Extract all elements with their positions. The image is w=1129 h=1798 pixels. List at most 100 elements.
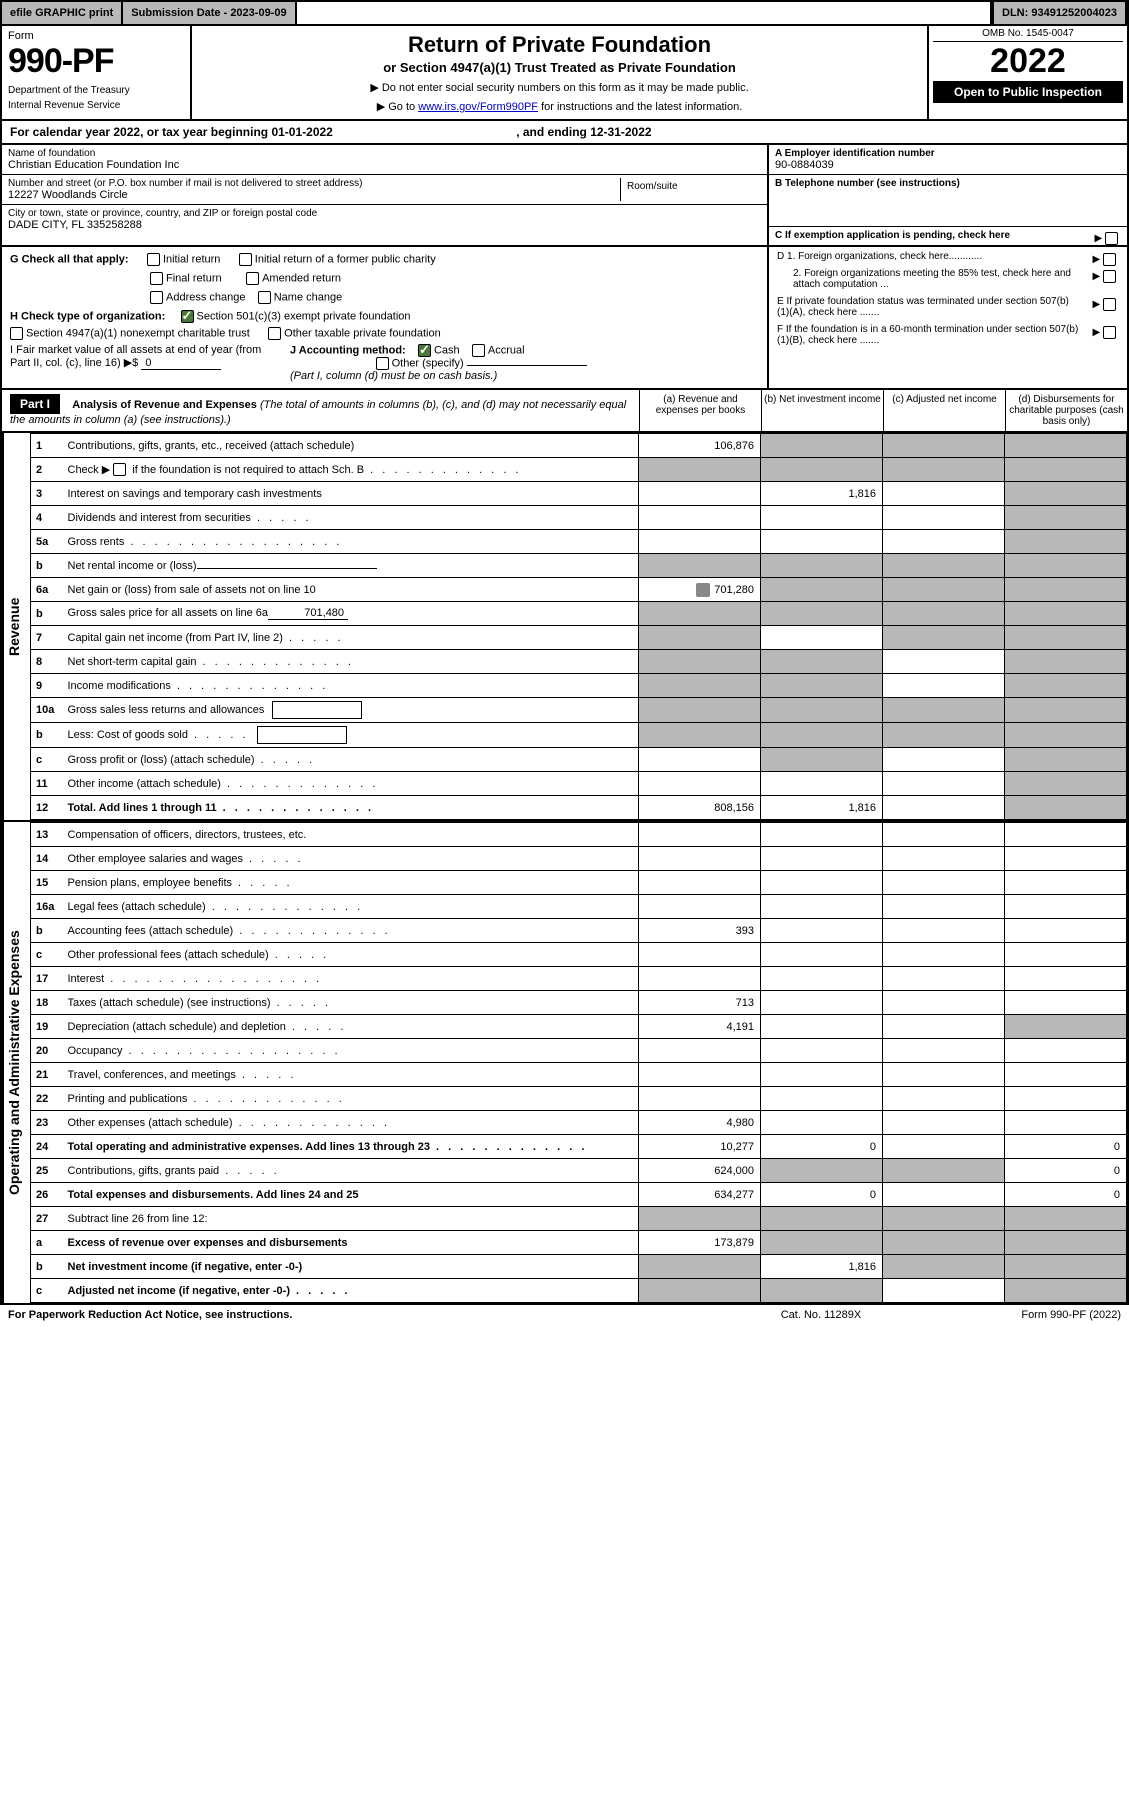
l9-desc: Income modifications	[63, 674, 639, 698]
l16c-a	[639, 943, 761, 967]
l5a-desc: Gross rents	[63, 530, 639, 554]
check-section: G Check all that apply: Initial return I…	[0, 247, 1129, 390]
l8-text: Net short-term capital gain	[68, 656, 197, 668]
note2-post: for instructions and the latest informat…	[538, 101, 742, 113]
h-4947-checkbox[interactable]	[10, 327, 23, 340]
l5a-num: 5a	[31, 530, 63, 554]
l27-d	[1005, 1207, 1127, 1231]
line-11: 11 Other income (attach schedule)	[31, 772, 1127, 796]
l18-c	[883, 991, 1005, 1015]
l15-a	[639, 871, 761, 895]
l15-d	[1005, 871, 1127, 895]
l16a-b	[761, 895, 883, 919]
g-name: Name change	[274, 291, 343, 303]
l10b-box	[257, 726, 347, 744]
j-cash: Cash	[434, 344, 460, 356]
city-label: City or town, state or province, country…	[8, 208, 761, 219]
e-row: E If private foundation status was termi…	[777, 296, 1119, 318]
form-header: Form 990-PF Department of the Treasury I…	[0, 26, 1129, 121]
l10b-d	[1005, 723, 1127, 748]
l16c-text: Other professional fees (attach schedule…	[68, 949, 269, 961]
form-label: Form	[8, 30, 184, 42]
l27c-num: c	[31, 1279, 63, 1303]
l6a-c	[883, 578, 1005, 602]
e-checkbox[interactable]	[1103, 298, 1116, 311]
l23-c	[883, 1111, 1005, 1135]
l4-num: 4	[31, 506, 63, 530]
l19-desc: Depreciation (attach schedule) and deple…	[63, 1015, 639, 1039]
exemption-checkbox[interactable]	[1105, 232, 1118, 245]
l27c-a	[639, 1279, 761, 1303]
street-cell: Number and street (or P.O. box number if…	[8, 178, 621, 201]
l27b-b: 1,816	[761, 1255, 883, 1279]
f-checkbox[interactable]	[1103, 326, 1116, 339]
l7-a	[639, 626, 761, 650]
g-initial-checkbox[interactable]	[147, 253, 160, 266]
l16a-desc: Legal fees (attach schedule)	[63, 895, 639, 919]
d1-label: D 1. Foreign organizations, check here..…	[777, 251, 982, 262]
revenue-section: Revenue 1 Contributions, gifts, grants, …	[0, 433, 1129, 822]
g-amended-checkbox[interactable]	[246, 272, 259, 285]
l5a-d	[1005, 530, 1127, 554]
cal-begin: 01-01-2022	[271, 125, 332, 139]
footer-mid: Cat. No. 11289X	[721, 1309, 921, 1321]
l3-desc: Interest on savings and temporary cash i…	[63, 482, 639, 506]
g-final-checkbox[interactable]	[150, 272, 163, 285]
l6b-val: 701,480	[268, 607, 348, 620]
l13-num: 13	[31, 823, 63, 847]
l9-c	[883, 674, 1005, 698]
irs-link[interactable]: www.irs.gov/Form990PF	[418, 101, 538, 113]
l1-b	[761, 434, 883, 458]
l24-c	[883, 1135, 1005, 1159]
l20-d	[1005, 1039, 1127, 1063]
g-initial-public-checkbox[interactable]	[239, 253, 252, 266]
l22-num: 22	[31, 1087, 63, 1111]
l10a-desc: Gross sales less returns and allowances	[63, 698, 639, 723]
j-cash-checkbox[interactable]	[418, 344, 431, 357]
g-row: G Check all that apply: Initial return I…	[10, 253, 759, 266]
entity-left: Name of foundation Christian Education F…	[2, 145, 767, 245]
l1-a: 106,876	[639, 434, 761, 458]
attachment-icon[interactable]	[696, 583, 710, 597]
l14-num: 14	[31, 847, 63, 871]
l27b-a	[639, 1255, 761, 1279]
j-other: Other (specify)	[392, 357, 464, 369]
omb-number: OMB No. 1545-0047	[933, 28, 1123, 42]
foundation-name-cell: Name of foundation Christian Education F…	[2, 145, 767, 175]
l2-desc: Check ▶ if the foundation is not require…	[63, 458, 639, 482]
l2-post: if the foundation is not required to att…	[129, 464, 364, 476]
l4-text: Dividends and interest from securities	[68, 512, 251, 524]
foundation-name: Christian Education Foundation Inc	[8, 159, 761, 171]
l3-c	[883, 482, 1005, 506]
l2-b	[761, 458, 883, 482]
line-19: 19 Depreciation (attach schedule) and de…	[31, 1015, 1127, 1039]
l5a-b	[761, 530, 883, 554]
l2-checkbox[interactable]	[113, 463, 126, 476]
l26-desc: Total expenses and disbursements. Add li…	[63, 1183, 639, 1207]
g-address-checkbox[interactable]	[150, 291, 163, 304]
d1-checkbox[interactable]	[1103, 253, 1116, 266]
d2-checkbox[interactable]	[1103, 270, 1116, 283]
l5b-desc: Net rental income or (loss)	[63, 554, 639, 578]
l22-d	[1005, 1087, 1127, 1111]
line-27c: c Adjusted net income (if negative, ente…	[31, 1279, 1127, 1303]
l19-c	[883, 1015, 1005, 1039]
efile-print-button[interactable]: efile GRAPHIC print	[2, 2, 123, 24]
calendar-year-row: For calendar year 2022, or tax year begi…	[0, 121, 1129, 145]
l16a-num: 16a	[31, 895, 63, 919]
j-accrual-checkbox[interactable]	[472, 344, 485, 357]
h-other-checkbox[interactable]	[268, 327, 281, 340]
l25-num: 25	[31, 1159, 63, 1183]
l21-c	[883, 1063, 1005, 1087]
l21-text: Travel, conferences, and meetings	[68, 1069, 236, 1081]
g-name-checkbox[interactable]	[258, 291, 271, 304]
l26-c	[883, 1183, 1005, 1207]
i-j-row: I Fair market value of all assets at end…	[10, 344, 759, 382]
l8-d	[1005, 650, 1127, 674]
d2-label: 2. Foreign organizations meeting the 85%…	[793, 268, 1071, 290]
j-other-checkbox[interactable]	[376, 357, 389, 370]
page-footer: For Paperwork Reduction Act Notice, see …	[0, 1305, 1129, 1325]
line-27: 27 Subtract line 26 from line 12:	[31, 1207, 1127, 1231]
l16b-c	[883, 919, 1005, 943]
h-501c3-checkbox[interactable]	[181, 310, 194, 323]
